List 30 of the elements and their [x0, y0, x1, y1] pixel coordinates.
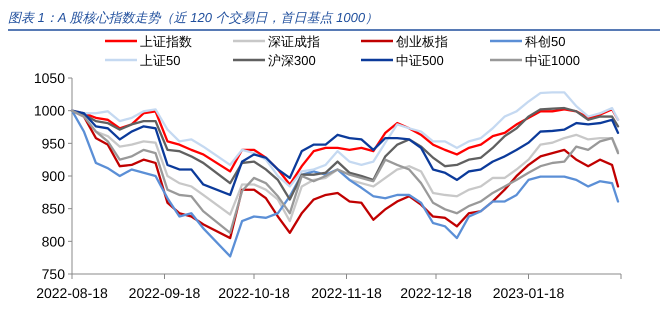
x-tick-label: 2022-11-18 [311, 285, 382, 301]
legend-label: 深证成指 [268, 34, 320, 49]
y-tick-label: 1050 [34, 70, 66, 86]
legend-label: 创业板指 [396, 34, 448, 49]
legend-label: 科创50 [525, 34, 566, 49]
x-tick-label: 2022-09-18 [128, 285, 201, 301]
y-tick-label: 800 [42, 233, 66, 250]
y-tick-label: 1000 [34, 102, 66, 119]
legend-label: 中证500 [396, 53, 444, 68]
legend-label: 沪深300 [268, 53, 316, 68]
legend-item: 上证指数 [105, 34, 192, 49]
y-tick-label: 750 [42, 266, 66, 282]
legend-item: 上证50 [105, 53, 180, 68]
legend-label: 中证1000 [525, 53, 580, 68]
x-tick-label: 2023-01-18 [492, 285, 565, 301]
x-tick-label: 2022-12-18 [400, 285, 472, 301]
legend-label: 上证50 [140, 53, 180, 68]
y-tick-label: 900 [42, 168, 66, 184]
legend-label: 上证指数 [140, 34, 192, 49]
x-tick-label: 2022-08-18 [36, 285, 108, 301]
legend-item: 创业板指 [361, 34, 448, 49]
legend-item: 沪深300 [233, 53, 316, 68]
y-tick-label: 850 [42, 200, 66, 217]
legend-item: 中证1000 [490, 53, 580, 68]
legend-item: 深证成指 [233, 34, 320, 49]
legend-item: 中证500 [361, 53, 444, 68]
y-tick-label: 950 [42, 135, 66, 152]
x-tick-label: 2022-10-18 [218, 285, 290, 301]
chart-title: 图表 1：A 股核心指数走势（近 120 个交易日，首日基点 1000） [8, 10, 378, 25]
legend-item: 科创50 [490, 34, 566, 49]
